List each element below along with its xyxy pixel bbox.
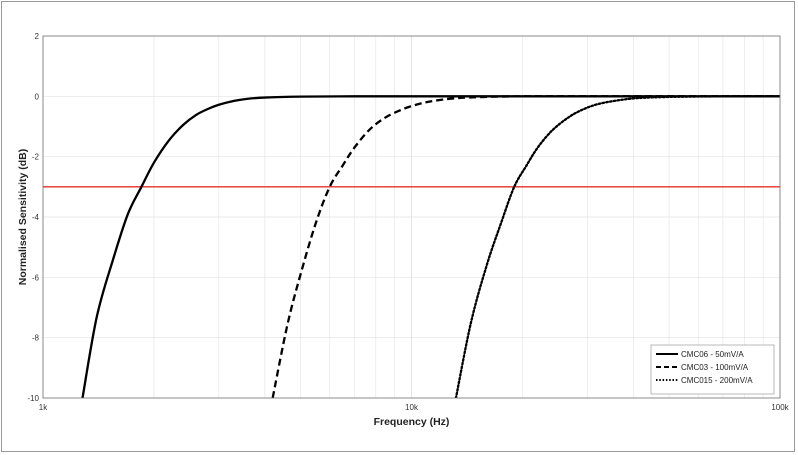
legend-label-3: CMC015 - 200mV/A (681, 376, 753, 385)
y-tick-label: 0 (35, 92, 40, 101)
series-line-2 (271, 95, 780, 398)
series-line-1 (81, 95, 780, 398)
y-tick-label: -10 (27, 394, 39, 403)
plot-border (42, 35, 781, 399)
series-line-3 (454, 95, 780, 398)
y-tick-label: -6 (32, 273, 40, 282)
x-tick-label: 10k (405, 403, 419, 412)
y-tick-label: 2 (35, 32, 40, 41)
y-tick-label: -2 (32, 153, 40, 162)
legend: CMC06 - 50mV/A CMC03 - 100mV/A CMC015 - 20… (650, 344, 775, 395)
legend-label-1: CMC06 - 50mV/A (681, 350, 744, 359)
x-tick-labels: 1k 10k 100k (39, 403, 790, 412)
y-axis-title: Normalised Sensitivity (dB) (17, 149, 29, 286)
x-axis-title: Frequency (Hz) (374, 416, 450, 428)
series-lines (81, 95, 780, 398)
legend-box (650, 344, 775, 395)
legend-label-2: CMC03 - 100mV/A (681, 363, 749, 372)
y-tick-labels: 2 0 -2 -4 -6 -8 -10 (27, 32, 39, 403)
y-tick-label: -4 (32, 213, 40, 222)
x-tick-label: 100k (771, 403, 789, 412)
y-tick-label: -8 (32, 334, 40, 343)
x-tick-label: 1k (39, 403, 48, 412)
